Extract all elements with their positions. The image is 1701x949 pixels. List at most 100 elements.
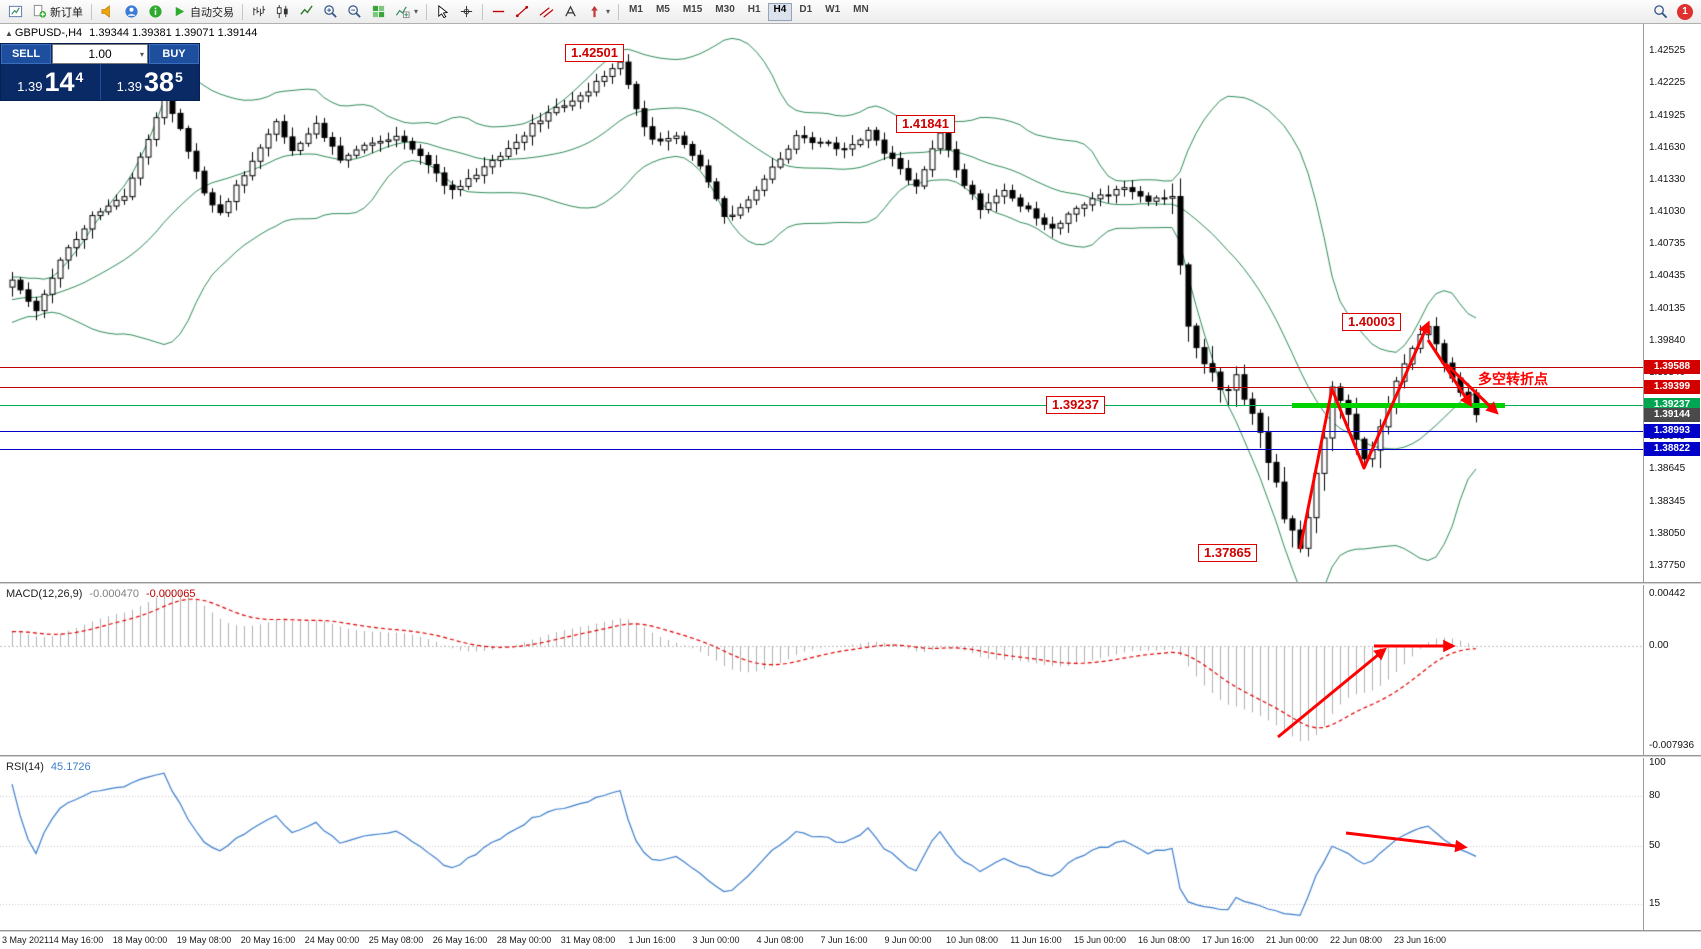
volume-input[interactable]: 1.00 ▾ xyxy=(52,44,148,64)
trendline-icon xyxy=(515,4,530,19)
timeframe-M5[interactable]: M5 xyxy=(655,3,670,15)
time-axis-label: 24 May 00:00 xyxy=(304,935,360,945)
horizontal-line-icon xyxy=(491,4,506,19)
channel-icon xyxy=(539,4,554,19)
auto-trading-button[interactable]: 自动交易 xyxy=(168,2,238,22)
horizontal-line-tool-button[interactable] xyxy=(487,2,510,22)
price-axis-tick: 1.41330 xyxy=(1649,173,1686,185)
price-axis-tick: 1.38645 xyxy=(1649,463,1686,475)
search-button[interactable] xyxy=(1649,2,1672,22)
price-callout[interactable]: 1.39237 xyxy=(1046,396,1105,414)
indicators-button[interactable]: ▾ xyxy=(391,2,422,22)
auto-trading-label: 自动交易 xyxy=(190,6,234,19)
timeframe-M30[interactable]: M30 xyxy=(715,3,735,15)
cursor-tool-button[interactable] xyxy=(431,2,454,22)
bar-chart-type-button[interactable] xyxy=(247,2,270,22)
text-tool-button[interactable] xyxy=(559,2,582,22)
time-axis-label: 10 Jun 08:00 xyxy=(945,935,999,945)
magnifier-icon xyxy=(1653,4,1668,19)
horizontal-level-line[interactable] xyxy=(0,387,1643,388)
price-axis-tick: 1.38345 xyxy=(1649,495,1686,507)
time-axis-label: 18 May 00:00 xyxy=(112,935,168,945)
price-tag: 1.38993 xyxy=(1644,424,1700,438)
price-axis-tick: 1.41030 xyxy=(1649,206,1686,218)
time-axis-label: 31 May 08:00 xyxy=(560,935,616,945)
new-chart-button[interactable] xyxy=(4,2,27,22)
toolbar-separator xyxy=(618,3,620,20)
crosshair-tool-button[interactable] xyxy=(455,2,478,22)
timeframe-H4[interactable]: H4 xyxy=(767,2,793,21)
time-axis-label: 23 Jun 16:00 xyxy=(1393,935,1447,945)
time-axis-label: 11 Jun 16:00 xyxy=(1010,935,1062,945)
buy-price[interactable]: 1.39 38 5 xyxy=(116,67,183,97)
market-info-button[interactable] xyxy=(144,2,167,22)
macd-axis-min: -0.007936 xyxy=(1649,740,1695,751)
time-axis-label: 26 May 16:00 xyxy=(432,935,488,945)
thick-green-line[interactable] xyxy=(1292,403,1505,408)
horizontal-level-line[interactable] xyxy=(0,449,1643,450)
price-axis-tick: 1.40435 xyxy=(1649,270,1686,282)
notification-badge[interactable]: 1 xyxy=(1677,3,1693,20)
crosshair-icon xyxy=(459,4,474,19)
timeframe-M1[interactable]: M1 xyxy=(629,3,643,15)
turning-point-annotation[interactable]: 多空转折点 xyxy=(1478,371,1548,387)
price-callout[interactable]: 1.42501 xyxy=(565,44,624,62)
bar-chart-icon xyxy=(251,4,266,19)
toolbar-separator xyxy=(426,3,428,20)
time-axis-label: 7 Jun 16:00 xyxy=(820,935,868,945)
price-tag: 1.39399 xyxy=(1644,380,1700,394)
price-axis-tick: 1.42525 xyxy=(1649,45,1686,56)
macd-label: MACD(12,26,9) xyxy=(6,588,83,600)
rsi-axis-50: 50 xyxy=(1649,840,1661,851)
collapse-icon[interactable]: ▲ xyxy=(5,29,13,38)
horizontal-level-line[interactable] xyxy=(0,431,1643,432)
sell-button[interactable]: SELL xyxy=(1,44,51,64)
rsi-label: RSI(14) xyxy=(6,761,44,773)
buy-button[interactable]: BUY xyxy=(149,44,199,64)
price-callout[interactable]: 1.41841 xyxy=(896,115,955,133)
channel-tool-button[interactable] xyxy=(535,2,558,22)
one-click-trading-panel: SELL 1.00 ▾ BUY 1.39 14 4 1.39 38 5 xyxy=(0,43,200,101)
symbol-ohlc: 1.39344 1.39381 1.39071 1.39144 xyxy=(89,27,258,39)
line-chart-type-button[interactable] xyxy=(295,2,318,22)
horizontal-level-line[interactable] xyxy=(0,367,1643,368)
horizontal-level-line[interactable] xyxy=(0,405,1643,406)
macd-chart-canvas[interactable] xyxy=(0,585,1643,755)
price-chart-canvas[interactable] xyxy=(0,24,1643,582)
price-axis-tick: 1.42225 xyxy=(1649,77,1686,89)
chevron-down-icon[interactable]: ▾ xyxy=(139,49,144,59)
time-axis-label: 4 Jun 08:00 xyxy=(756,935,804,945)
cursor-icon xyxy=(435,4,450,19)
zoom-in-button[interactable] xyxy=(319,2,342,22)
sell-price[interactable]: 1.39 14 4 xyxy=(1,64,101,100)
rsi-axis-15: 15 xyxy=(1649,898,1661,909)
timeframe-D1[interactable]: D1 xyxy=(799,3,813,15)
zoom-out-button[interactable] xyxy=(343,2,366,22)
arrow-tool-button[interactable]: ▾ xyxy=(583,2,614,22)
rsi-axis-80: 80 xyxy=(1649,790,1661,801)
rsi-indicator-header: RSI(14) 45.1726 xyxy=(6,761,91,773)
tile-windows-button[interactable] xyxy=(367,2,390,22)
rsi-chart-canvas[interactable] xyxy=(0,758,1643,930)
time-axis-label: 3 Jun 00:00 xyxy=(692,935,740,945)
community-button[interactable] xyxy=(120,2,143,22)
time-axis-label: 9 Jun 00:00 xyxy=(884,935,932,945)
chevron-down-icon: ▾ xyxy=(606,7,611,16)
price-callout[interactable]: 1.37865 xyxy=(1198,544,1257,562)
panel-divider[interactable] xyxy=(0,930,1701,933)
alerts-button[interactable] xyxy=(96,2,119,22)
new-order-button[interactable]: 新订单 xyxy=(28,2,87,22)
trendline-tool-button[interactable] xyxy=(511,2,534,22)
tile-windows-icon xyxy=(371,4,386,19)
indicators-icon xyxy=(395,4,410,19)
timeframe-H1[interactable]: H1 xyxy=(747,3,761,15)
panel-divider[interactable] xyxy=(0,582,1701,585)
timeframe-M15[interactable]: M15 xyxy=(682,3,703,15)
zoom-out-icon xyxy=(347,4,362,19)
price-callout[interactable]: 1.40003 xyxy=(1342,313,1401,331)
timeframe-W1[interactable]: W1 xyxy=(825,3,841,15)
panel-divider[interactable] xyxy=(0,755,1701,758)
text-tool-icon xyxy=(563,4,578,19)
timeframe-MN[interactable]: MN xyxy=(853,3,869,15)
candlestick-chart-type-button[interactable] xyxy=(271,2,294,22)
